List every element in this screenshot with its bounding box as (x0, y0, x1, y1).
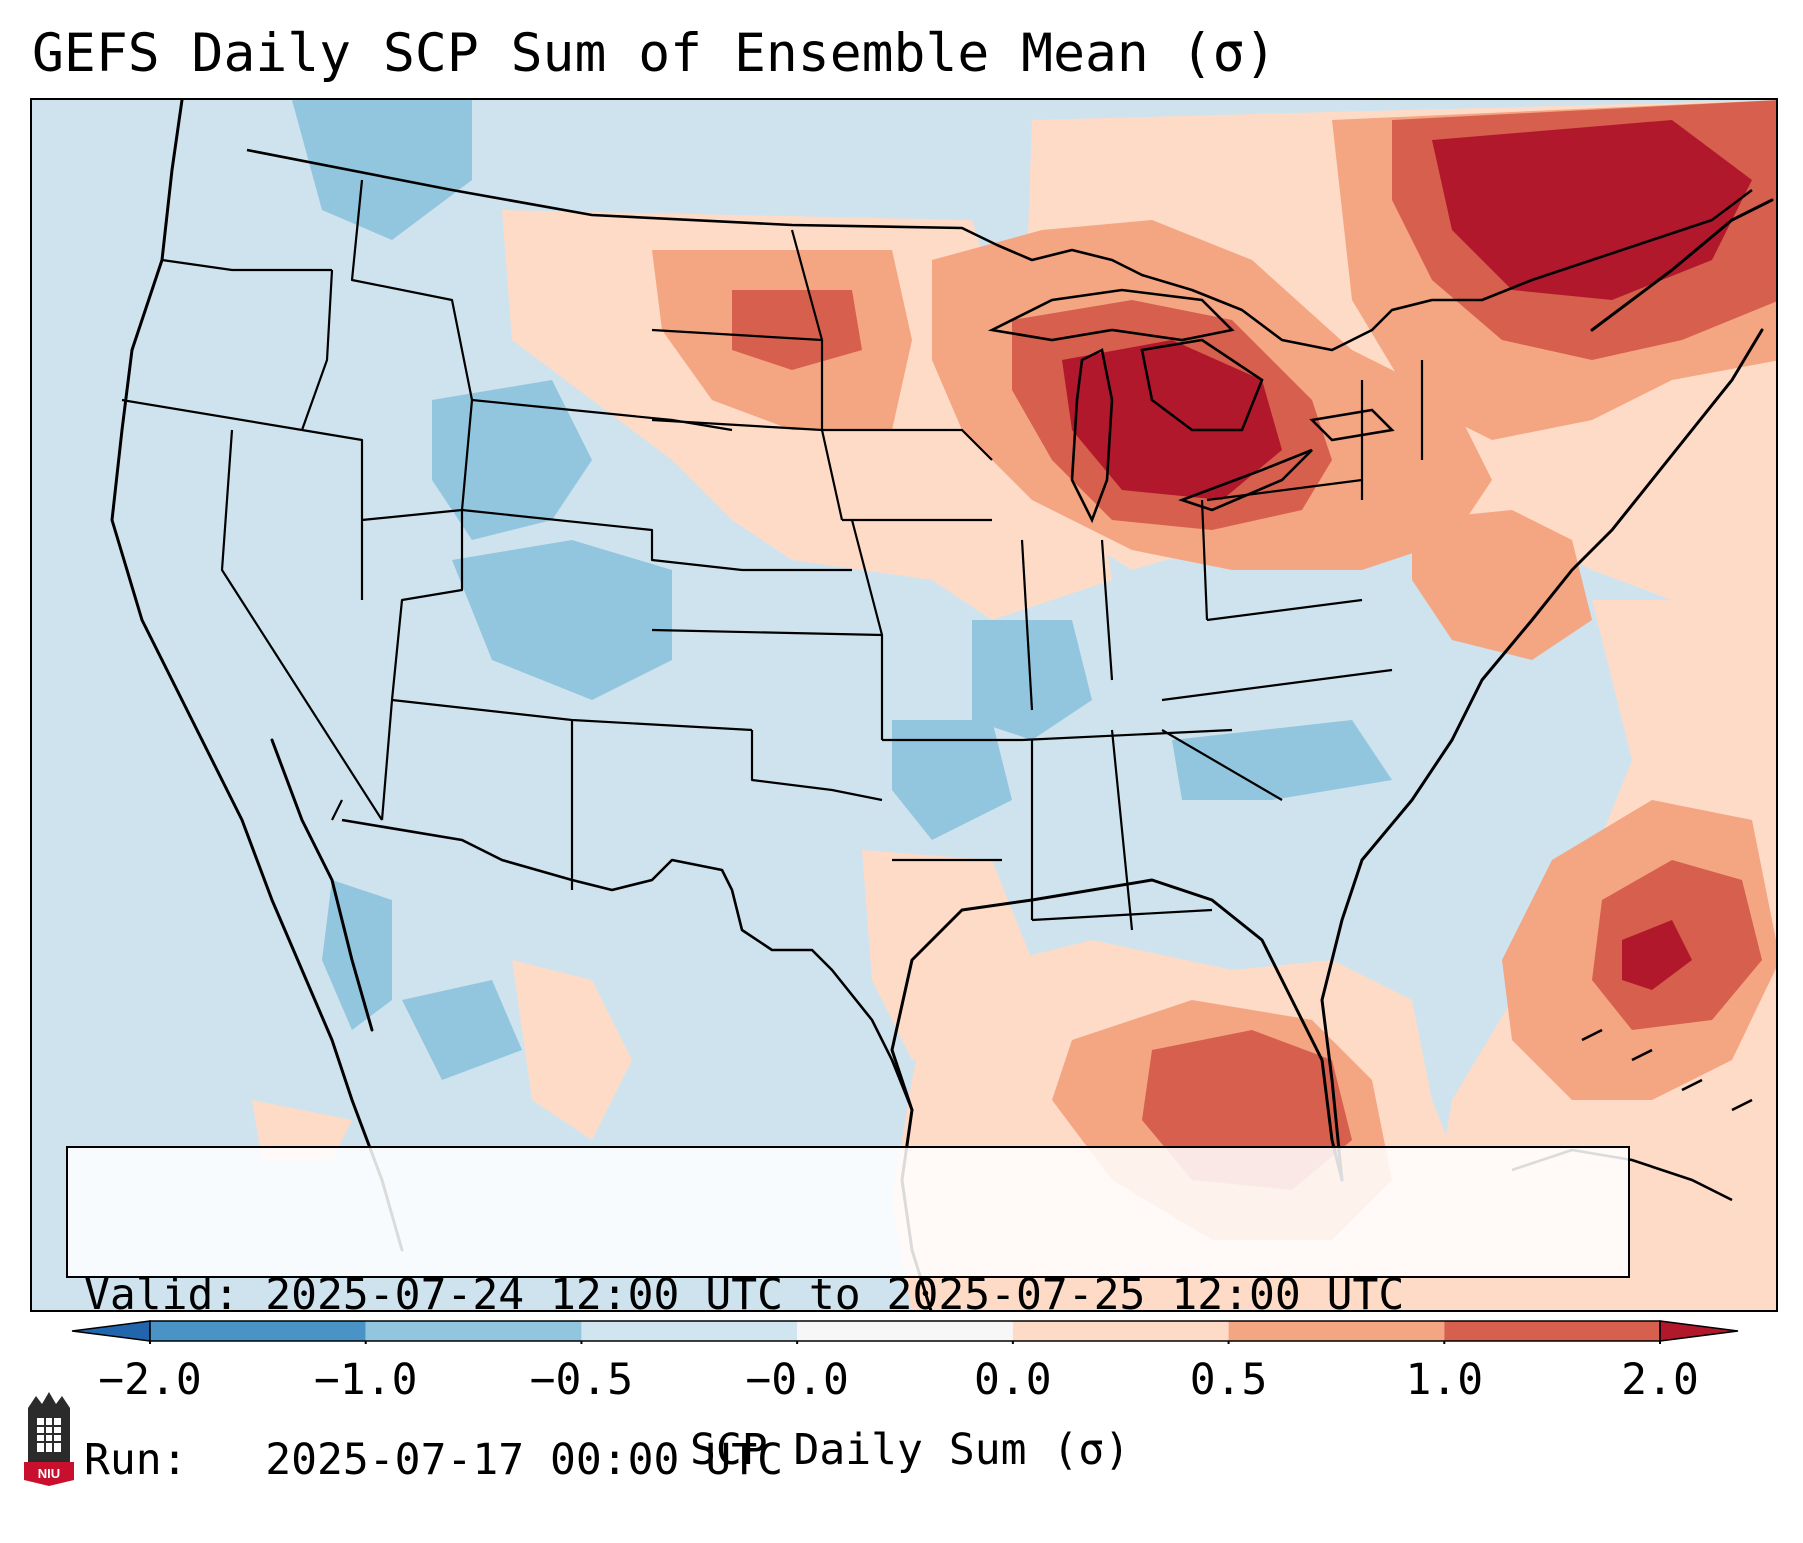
border-al-fl (1031, 908, 1213, 922)
bahamas (1581, 1028, 1753, 1112)
border-nd-sd (651, 328, 823, 342)
us-mexico-border (341, 818, 914, 1111)
state-borders (121, 179, 1424, 931)
us-canada-border (246, 148, 1753, 352)
kansas-oklahoma-area (892, 720, 1012, 840)
border-id-wy (460, 399, 474, 511)
country-borders (246, 148, 1753, 1111)
border-ks-mo (850, 519, 884, 740)
map-panel (30, 98, 1778, 1312)
colorbar-tick-label: 0.5 (1189, 1355, 1268, 1405)
colorbar-label: SCP Daily Sum (σ) (689, 1425, 1131, 1475)
baja-area (322, 880, 392, 1030)
valid-value: 2025-07-24 12:00 UTC to 2025-07-25 12:00… (265, 1270, 1405, 1320)
border-pa-ny (1206, 478, 1363, 502)
lake-michigan (1070, 348, 1114, 524)
lake-ontario (1309, 408, 1395, 442)
colorbar-outline (149, 1320, 1661, 1342)
southwest-mexico-area (512, 960, 632, 1140)
border-tn-al-ga (1030, 729, 1134, 931)
gulf-california-area (252, 1100, 352, 1160)
colorbar-bin (1228, 1321, 1445, 1341)
border-va-nc (1161, 668, 1393, 702)
border-in-oh (1100, 539, 1114, 681)
border-az-nm (380, 699, 394, 821)
great-lakes-extreme (1062, 340, 1282, 500)
dakotas-strong (732, 290, 862, 370)
northeast-us-area (1412, 510, 1592, 660)
colorbar-tick-label: 0.0 (974, 1355, 1052, 1405)
ozarks-area (972, 620, 1092, 740)
border-ut (361, 508, 464, 701)
run-row: Run: 2025-07-17 00:00 UTC (84, 1433, 1612, 1488)
colorbar-under-extend (71, 1320, 151, 1342)
border-il-in (1020, 539, 1034, 711)
northwest-coast-area (292, 100, 472, 240)
border-ks-ok (651, 628, 883, 637)
border-new-england (1360, 360, 1424, 500)
border-or-ca (121, 398, 303, 432)
map-canvas (32, 100, 1776, 1310)
colorbar-bin (150, 1321, 366, 1341)
border-ga-sc (1161, 729, 1283, 801)
border-wy-co (461, 508, 743, 572)
run-value: 2025-07-17 00:00 UTC (265, 1435, 783, 1485)
great-lakes (987, 288, 1395, 524)
border-dakotas-mn (790, 229, 844, 521)
border-nv (220, 429, 383, 821)
arizona-area (402, 980, 522, 1080)
lake-erie (1178, 448, 1313, 512)
border-id-mt (350, 179, 474, 401)
info-box: Valid: 2025-07-24 12:00 UTC to 2025-07-2… (66, 1146, 1630, 1485)
colorbar-tick-label: 1.0 (1405, 1355, 1484, 1405)
border-ky-tn (1021, 728, 1233, 742)
positive-extreme-areas (1062, 120, 1752, 990)
run-label: Run: (84, 1435, 188, 1485)
colorbar-tick-label: −0.5 (529, 1355, 634, 1405)
baja-peninsula (270, 738, 374, 1032)
gulf-coast (890, 878, 1344, 1182)
border-mt-wy (471, 398, 733, 432)
negative-areas (292, 100, 1392, 1080)
colorbar-over-extend (1659, 1320, 1739, 1342)
border-pa-md (1206, 598, 1363, 622)
colorbar-bin (797, 1321, 1013, 1341)
border-oh-pa (1200, 499, 1209, 621)
border-ca-az (331, 799, 343, 821)
pacific-coast (110, 100, 404, 1252)
south-central-area (862, 850, 1032, 1060)
colorbar-bin (581, 1321, 798, 1341)
border-ok-tx (750, 730, 883, 802)
border-nv-ut (301, 428, 364, 600)
lake-huron (1140, 338, 1264, 432)
border-id-west (300, 269, 334, 431)
gulf-of-st-lawrence (1590, 198, 1774, 332)
niu-logo: NIU (24, 1392, 74, 1486)
colorbar-bin (1012, 1321, 1229, 1341)
colorbar (71, 1320, 1739, 1344)
valid-row: Valid: 2025-07-24 12:00 UTC to 2025-07-2… (84, 1268, 1612, 1323)
chart-title: GEFS Daily SCP Sum of Ensemble Mean (σ) (32, 23, 1277, 84)
colorbar-tick-label: −1.0 (313, 1355, 418, 1405)
colorbar-tick-label: 2.0 (1621, 1355, 1699, 1405)
valid-label: Valid: (84, 1270, 240, 1320)
colorbar-bin (365, 1321, 582, 1341)
border-sd-ne (651, 418, 823, 432)
utah-colorado-area (452, 540, 672, 700)
colorbar-tick-label: −2.0 (98, 1355, 202, 1405)
atlantic-coast (1320, 328, 1764, 1182)
quebec-extreme (1432, 120, 1752, 300)
logo-text: NIU (38, 1466, 60, 1481)
colorbar-tick-label: −0.0 (745, 1355, 849, 1405)
lake-superior (987, 288, 1235, 342)
border-mn-wi-ia (822, 428, 993, 461)
colorbar-bin (1444, 1321, 1660, 1341)
tennessee-area (1172, 720, 1392, 800)
border-wa-or (161, 258, 332, 272)
atlantic-extreme (1622, 920, 1692, 990)
idaho-wyoming-area (432, 380, 592, 540)
